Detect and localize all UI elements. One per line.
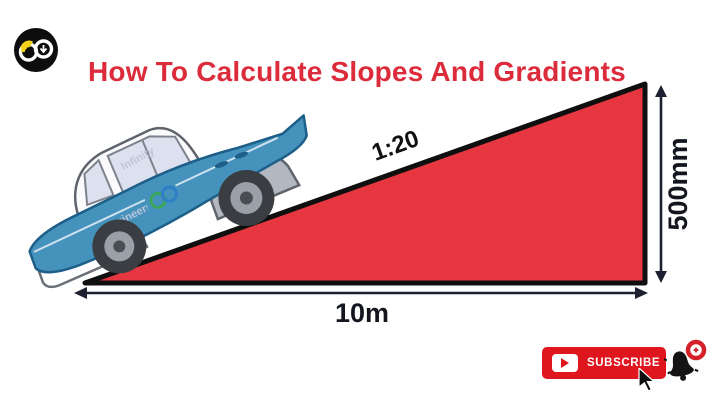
youtube-play-icon [552, 354, 578, 372]
run-dimension-arrow [74, 287, 648, 299]
cursor-icon [637, 366, 659, 394]
subscribe-label: SUBSCRIBE [587, 357, 661, 369]
rise-dimension-arrow [655, 85, 667, 283]
notification-badge-icon [685, 339, 707, 361]
car-side-window [106, 135, 194, 194]
page-title: How To Calculate Slopes And Gradients [88, 55, 626, 87]
car-wheel-rear-icon [218, 170, 275, 227]
car-logo-badge-icon [144, 183, 181, 215]
car-window-pillar [141, 139, 160, 179]
car-wheel-front-icon [92, 219, 147, 274]
ramp-triangle [82, 81, 648, 286]
engineers-infinity-logo-icon [13, 27, 59, 73]
car-door-handle [214, 161, 229, 168]
run-label: 10m [335, 298, 389, 328]
car-illustration: Engineers Infinity [28, 114, 308, 289]
bell-icon[interactable] [663, 338, 712, 388]
slope-ratio-label: 1:20 [368, 125, 422, 167]
car-windshield [83, 158, 115, 207]
rise-label: 500mm [663, 137, 693, 230]
car-door-handle [234, 151, 249, 159]
